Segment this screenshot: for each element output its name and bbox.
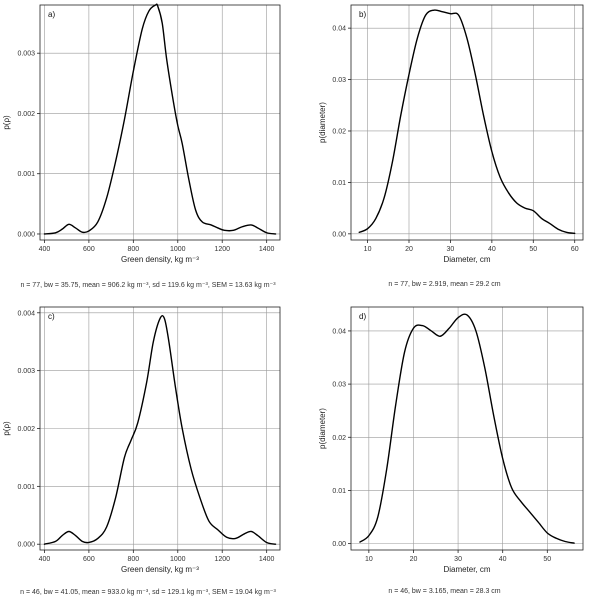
- y-tick-label: 0.002: [17, 111, 35, 118]
- chart-panel-b: 10 20 30 40 50 60 0.00 0.01 0.02 0.03 0.04 Diameter…: [296, 0, 593, 270]
- x-tick-label: 10: [364, 246, 372, 253]
- y-axis-label: p(ρ): [2, 421, 11, 436]
- density-plot-b: 10 20 30 40 50 60 0.00 0.01 0.02 0.03 0.04 Diameter…: [318, 4, 584, 264]
- y-tick-label: 0.00: [332, 541, 346, 548]
- y-tick-label: 0.000: [17, 542, 35, 549]
- y-tick-label: 0.002: [17, 426, 35, 433]
- panel-label: d): [359, 312, 366, 321]
- gridlines: [351, 5, 583, 240]
- x-tick-label: 60: [571, 246, 579, 253]
- x-tick-label: 1200: [214, 246, 230, 253]
- gridlines: [351, 307, 583, 550]
- panel-label: a): [48, 10, 55, 19]
- x-tick-label: 10: [365, 556, 373, 563]
- x-tick-label: 40: [488, 246, 496, 253]
- density-curve: [43, 3, 277, 235]
- y-axis-label: p(diameter): [318, 102, 327, 143]
- chart-panel-a: 400 600 800 1000 1200 1400 0.000 0.001 0.002 0.00…: [0, 0, 296, 270]
- plot-frame: [350, 306, 584, 551]
- y-tick-label: 0.04: [332, 328, 346, 335]
- caption-a: n = 77, bw = 35.75, mean = 906.2 kg m⁻³,…: [20, 282, 276, 289]
- x-tick-label: 30: [447, 246, 455, 253]
- caption-b: n = 77, bw = 2.919, mean = 29.2 cm: [388, 281, 501, 288]
- chart-panel-d: 10 20 30 40 50 0.00 0.01 0.02 0.03 0.04 Diameter, …: [296, 302, 593, 580]
- density-plot-c: 400 600 800 1000 1200 1400 0.000 0.001 0.002 0.00…: [2, 306, 281, 574]
- density-plot-a: 400 600 800 1000 1200 1400 0.000 0.001 0.002 0.00…: [2, 3, 281, 264]
- x-tick-label: 600: [83, 556, 95, 563]
- y-tick-label: 0.00: [332, 231, 346, 238]
- plot-frame: [39, 4, 281, 241]
- plot-frame: [350, 4, 584, 241]
- y-tick-label: 0.03: [332, 77, 346, 84]
- y-tick-label: 0.003: [17, 51, 35, 58]
- x-tick-label: 20: [405, 246, 413, 253]
- y-tick-label: 0.001: [17, 171, 35, 178]
- x-axis-label: Diameter, cm: [443, 255, 490, 264]
- y-tick-label: 0.04: [332, 26, 346, 33]
- y-tick-label: 0.01: [332, 180, 346, 187]
- y-axis-label: p(ρ): [2, 115, 11, 130]
- density-curve: [359, 313, 575, 544]
- x-tick-label: 600: [83, 246, 95, 253]
- x-axis-label: Green density, kg m⁻³: [121, 565, 199, 574]
- y-tick-label: 0.000: [17, 231, 35, 238]
- x-tick-label: 1400: [259, 556, 275, 563]
- x-tick-label: 400: [39, 556, 51, 563]
- panel-label: c): [48, 312, 55, 321]
- x-tick-label: 20: [410, 556, 418, 563]
- gridlines: [40, 307, 280, 550]
- y-tick-label: 0.02: [332, 128, 346, 135]
- density-curve: [43, 314, 277, 545]
- y-axis-label: p(diameter): [318, 408, 327, 449]
- y-tick-label: 0.01: [332, 488, 346, 495]
- y-tick-label: 0.001: [17, 484, 35, 491]
- y-tick-label: 0.004: [17, 310, 35, 317]
- caption-d: n = 46, bw = 3.165, mean = 28.3 cm: [388, 588, 501, 595]
- chart-panel-c: 400 600 800 1000 1200 1400 0.000 0.001 0.002 0.00…: [0, 302, 296, 580]
- x-tick-label: 50: [543, 556, 551, 563]
- y-tick-label: 0.02: [332, 435, 346, 442]
- x-tick-label: 40: [499, 556, 507, 563]
- x-axis-label: Diameter, cm: [443, 565, 490, 574]
- x-tick-label: 800: [127, 246, 139, 253]
- x-tick-label: 1200: [214, 556, 230, 563]
- panel-label: b): [359, 10, 366, 19]
- x-tick-label: 50: [529, 246, 537, 253]
- x-tick-label: 30: [454, 556, 462, 563]
- x-tick-label: 1000: [170, 246, 186, 253]
- density-plot-d: 10 20 30 40 50 0.00 0.01 0.02 0.03 0.04 Diameter, …: [318, 306, 584, 574]
- y-tick-label: 0.03: [332, 382, 346, 389]
- y-tick-label: 0.003: [17, 368, 35, 375]
- density-curve: [358, 9, 576, 235]
- x-axis-label: Green density, kg m⁻³: [121, 255, 199, 264]
- x-tick-label: 1000: [170, 556, 186, 563]
- gridlines: [40, 5, 280, 240]
- x-tick-label: 400: [39, 246, 51, 253]
- caption-c: n = 46, bw = 41.05, mean = 933.0 kg m⁻³,…: [20, 589, 276, 596]
- x-tick-label: 800: [127, 556, 139, 563]
- x-tick-label: 1400: [259, 246, 275, 253]
